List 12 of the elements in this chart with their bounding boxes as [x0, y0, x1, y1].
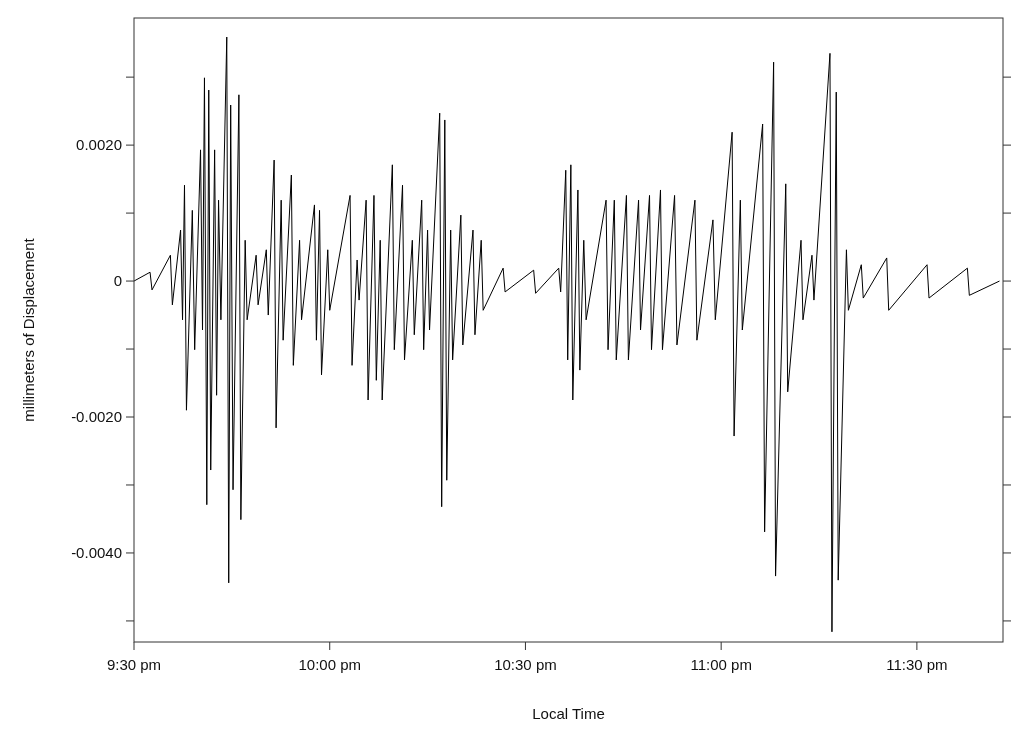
- y-tick-label: 0: [113, 272, 122, 290]
- x-tick-label: 11:30 pm: [886, 656, 948, 673]
- x-tick-label: 11:00 pm: [690, 656, 752, 673]
- x-axis-title: Local Time: [532, 705, 605, 722]
- y-tick-label: -0.0040: [71, 544, 122, 562]
- line-series: [133, 36, 1000, 633]
- x-tick-label: 9:30 pm: [106, 656, 162, 673]
- y-axis-title: millimeters of Displacement: [20, 237, 37, 422]
- x-tick-label: 10:00 pm: [298, 656, 361, 673]
- y-tick-label: -0.0020: [71, 408, 122, 426]
- y-tick-label: 0.0020: [76, 136, 122, 154]
- x-tick-label: 10:30 pm: [494, 656, 557, 673]
